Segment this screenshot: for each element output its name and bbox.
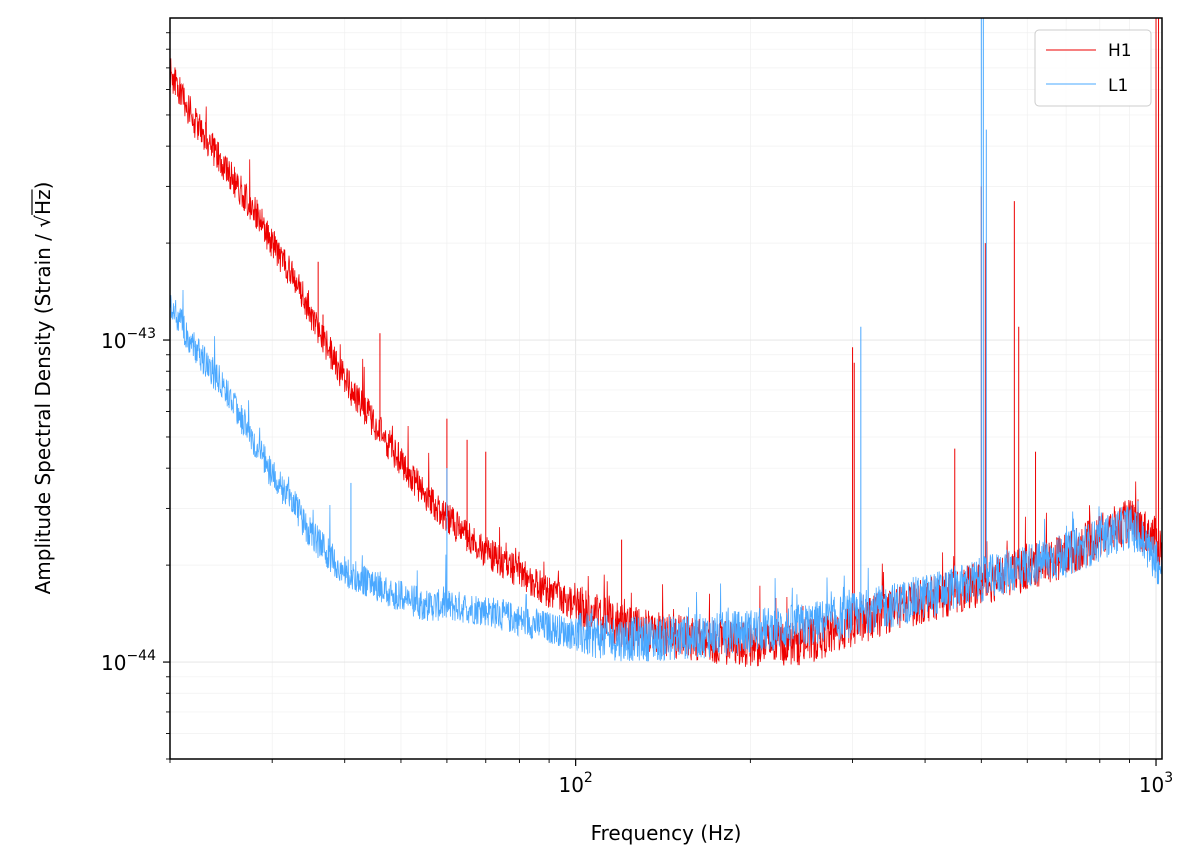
grid [169, 18, 1162, 760]
x-axis-label: Frequency (Hz) [591, 821, 742, 845]
series-l1 [170, 18, 1162, 662]
legend-label-l1: L1 [1108, 76, 1128, 96]
ticks: 102 103 10−44 10−43 [101, 32, 1173, 797]
y-axis-label-unit: Hz [31, 189, 55, 215]
y-tick-label: 10−43 [101, 326, 156, 353]
y-axis-label: Amplitude Spectral Density (Strain / √Hz… [31, 182, 55, 595]
legend-box [1034, 29, 1152, 107]
y-axis-label-radical: √ [31, 215, 55, 228]
legend-label-h1: H1 [1108, 41, 1132, 61]
y-tick-label: 10−44 [101, 648, 156, 675]
y-axis-label-text: Amplitude Spectral Density (Strain / [31, 228, 55, 595]
plot-frame [169, 17, 1163, 760]
series-layer [170, 18, 1162, 667]
legend: H1 L1 [1034, 29, 1152, 107]
y-axis-label-close: ) [31, 182, 55, 190]
x-tick-label: 102 [558, 770, 592, 797]
x-tick-label: 103 [1139, 770, 1173, 797]
series-line-l1 [170, 289, 1162, 662]
